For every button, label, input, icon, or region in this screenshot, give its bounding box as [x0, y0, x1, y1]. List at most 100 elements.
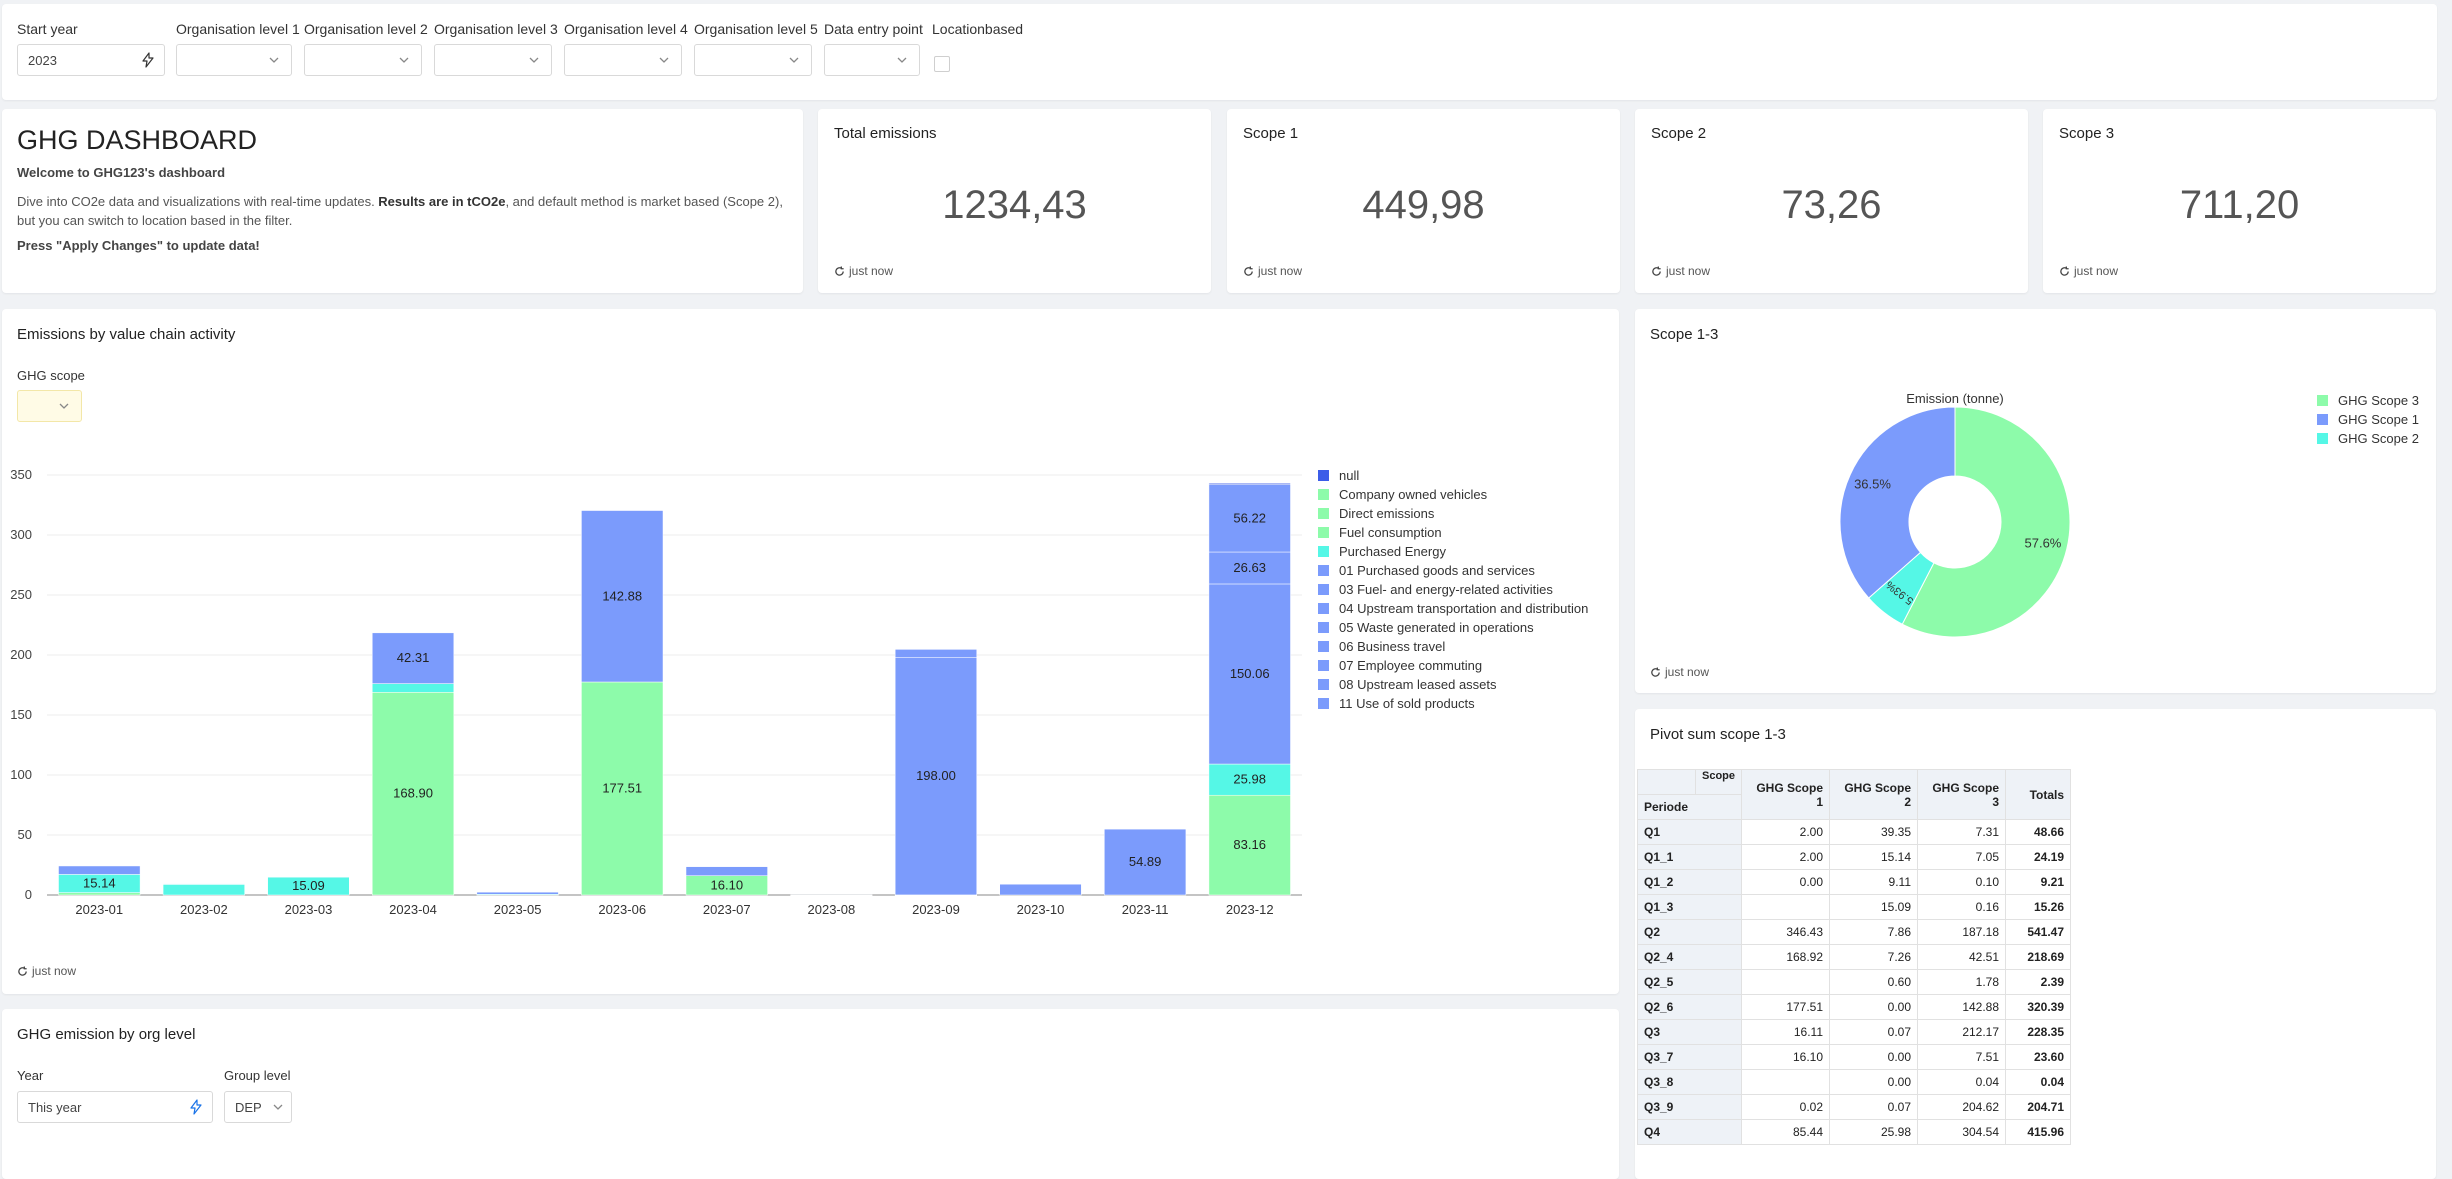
pivot-row-label[interactable]: Q4: [1636, 1119, 1743, 1145]
intro-desc-part1: Dive into CO2e data and visualizations w…: [17, 194, 379, 209]
pivot-total-cell: 228.35: [2005, 1019, 2072, 1045]
pivot-cell: 16.11: [1741, 1019, 1831, 1045]
pivot-col-header[interactable]: GHG Scope 3: [1917, 769, 2007, 820]
pivot-cell: 212.17: [1917, 1019, 2007, 1045]
start-year-input[interactable]: 2023: [17, 44, 165, 76]
legend-item[interactable]: Fuel consumption: [1318, 523, 1588, 542]
pivot-cell: 0.00: [1741, 869, 1831, 895]
pivot-cell: 25.98: [1829, 1119, 1919, 1145]
org-level-card: GHG emission by org level Year This year…: [2, 1009, 1619, 1179]
bar-segment: [1104, 828, 1187, 896]
chevron-down-icon: [399, 57, 409, 63]
pivot-title: Pivot sum scope 1-3: [1650, 726, 1786, 743]
legend-item[interactable]: GHG Scope 2: [2317, 429, 2419, 448]
kpi-total-card: Total emissions 1234,43 just now: [818, 109, 1211, 293]
pivot-cell: 15.09: [1829, 894, 1919, 920]
legend-item[interactable]: null: [1318, 466, 1588, 485]
pivot-cell: 16.10: [1741, 1044, 1831, 1070]
pivot-row-label[interactable]: Q1_3: [1636, 894, 1743, 920]
pivot-col-header[interactable]: GHG Scope 1: [1741, 769, 1831, 820]
pivot-row-label[interactable]: Q2: [1636, 919, 1743, 945]
pivot-row-label[interactable]: Q2_4: [1636, 944, 1743, 970]
org-level-5-select[interactable]: [694, 44, 812, 76]
legend-item[interactable]: 08 Upstream leased assets: [1318, 675, 1588, 694]
pivot-cell: 39.35: [1829, 819, 1919, 845]
lightning-icon[interactable]: [188, 1099, 204, 1115]
legend-item[interactable]: Direct emissions: [1318, 504, 1588, 523]
pivot-row-label[interactable]: Q3_8: [1636, 1069, 1743, 1095]
legend-swatch: [1318, 470, 1329, 481]
kpi-scope2-card: Scope 2 73,26 just now: [1635, 109, 2028, 293]
pivot-row-label[interactable]: Q3_9: [1636, 1094, 1743, 1120]
bar-segment: [267, 876, 350, 878]
pivot-cell: 0.00: [1829, 1044, 1919, 1070]
bar-segment: [685, 866, 768, 876]
legend-item[interactable]: Company owned vehicles: [1318, 485, 1588, 504]
pivot-cell: 0.16: [1917, 894, 2007, 920]
org-level-2-select[interactable]: [304, 44, 422, 76]
org-level-1-select[interactable]: [176, 44, 292, 76]
bar-data-label: 15.09: [292, 878, 325, 893]
legend-item[interactable]: 04 Upstream transportation and distribut…: [1318, 599, 1588, 618]
legend-label: 01 Purchased goods and services: [1339, 563, 1535, 578]
legend-label: GHG Scope 2: [2338, 431, 2419, 446]
pivot-corner-scope: [1637, 769, 1696, 795]
start-year-label: Start year: [17, 21, 78, 37]
pivot-row-label[interactable]: Q3: [1636, 1019, 1743, 1045]
ghg-scope-select[interactable]: [17, 390, 82, 422]
refresh-icon: [1652, 265, 1661, 276]
pivot-row: Q3_8 0.00 0.04 0.04: [1636, 1069, 2072, 1095]
pie-slice[interactable]: [1839, 406, 1956, 599]
lightning-icon[interactable]: [140, 52, 156, 68]
pie-slice[interactable]: [1901, 406, 2071, 638]
pivot-col-header[interactable]: GHG Scope 2: [1829, 769, 1919, 820]
pivot-row: Q1_3 15.09 0.16 15.26: [1636, 894, 2072, 920]
kpi-value: 73,26: [1781, 183, 1882, 227]
legend-item[interactable]: GHG Scope 1: [2317, 410, 2419, 429]
refresh-stamp: just now: [1243, 264, 1302, 278]
bar-segment: [894, 649, 977, 658]
pivot-row-label[interactable]: Q2_6: [1636, 994, 1743, 1020]
kpi-title: Scope 3: [2059, 125, 2115, 142]
legend-item[interactable]: 07 Employee commuting: [1318, 656, 1588, 675]
pivot-row-label[interactable]: Q3_7: [1636, 1044, 1743, 1070]
pivot-cell: 0.00: [1829, 1069, 1919, 1095]
group-level-select[interactable]: DEP: [224, 1091, 292, 1123]
refresh-icon: [1244, 265, 1253, 276]
pivot-cell: 0.00: [1829, 994, 1919, 1020]
pivot-row-label[interactable]: Q1_1: [1636, 844, 1743, 870]
pivot-total-cell: 204.71: [2005, 1094, 2072, 1120]
pivot-cell: 7.31: [1917, 819, 2007, 845]
value-chain-legend: null Company owned vehicles Direct emissio…: [1318, 466, 1588, 713]
pivot-col-header[interactable]: Totals: [2005, 769, 2072, 820]
legend-item[interactable]: 11 Use of sold products: [1318, 694, 1588, 713]
bar-segment: [58, 865, 141, 875]
legend-item[interactable]: 01 Purchased goods and services: [1318, 561, 1588, 580]
org-level-4-select[interactable]: [564, 44, 682, 76]
x-tick-label: 2023-01: [75, 902, 123, 917]
legend-item[interactable]: 05 Waste generated in operations: [1318, 618, 1588, 637]
legend-label: Purchased Energy: [1339, 544, 1446, 559]
stamp-text: just now: [32, 964, 77, 978]
bar-segment: [790, 894, 873, 896]
data-entry-select[interactable]: [824, 44, 920, 76]
org-level-3-select[interactable]: [434, 44, 552, 76]
pivot-row-label[interactable]: Q2_5: [1636, 969, 1743, 995]
chevron-down-icon: [789, 57, 799, 63]
x-tick-label: 2023-08: [808, 902, 856, 917]
pivot-cell: 187.18: [1917, 919, 2007, 945]
legend-item[interactable]: Purchased Energy: [1318, 542, 1588, 561]
stamp-text: just now: [849, 264, 894, 278]
legend-item[interactable]: GHG Scope 3: [2317, 391, 2419, 410]
legend-item[interactable]: 03 Fuel- and energy-related activities: [1318, 580, 1588, 599]
data-entry-label: Data entry point: [824, 21, 923, 37]
stamp-text: just now: [1666, 264, 1711, 278]
year-input[interactable]: This year: [17, 1091, 213, 1123]
pivot-row-label[interactable]: Q1: [1636, 819, 1743, 845]
pivot-row-label[interactable]: Q1_2: [1636, 869, 1743, 895]
locationbased-checkbox[interactable]: [934, 56, 950, 72]
chevron-down-icon: [269, 57, 279, 63]
pivot-total-cell: 320.39: [2005, 994, 2072, 1020]
legend-item[interactable]: 06 Business travel: [1318, 637, 1588, 656]
refresh-stamp: just now: [2059, 264, 2118, 278]
